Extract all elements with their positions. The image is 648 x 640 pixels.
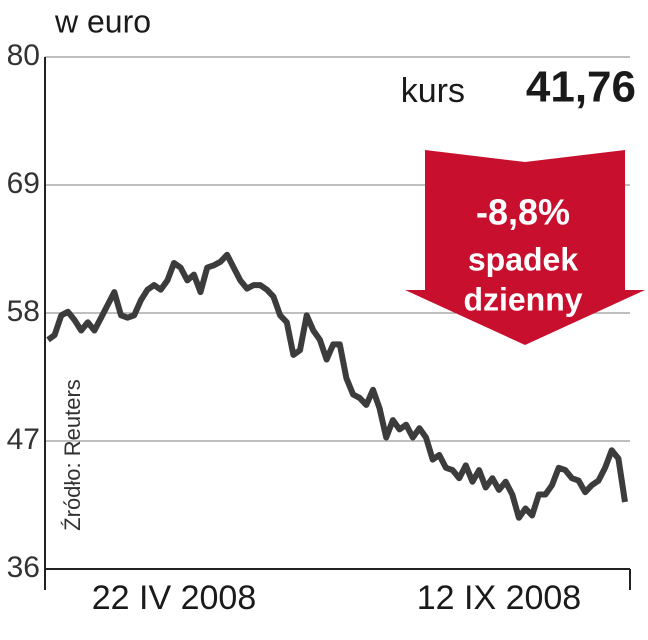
change-label: spadek — [468, 241, 578, 277]
x-tick-label: 12 IX 2008 — [417, 579, 581, 617]
price-line — [46, 251, 628, 521]
x-tick-label: 22 IV 2008 — [92, 579, 256, 617]
y-tick-label: 80 — [7, 39, 40, 72]
chart-title: w euro — [54, 3, 151, 39]
y-tick-label: 47 — [7, 423, 40, 456]
source-note: Źródło: Reuters — [60, 379, 85, 531]
change-arrow — [405, 150, 645, 345]
change-value: -8,8% — [476, 192, 570, 233]
change-label: dzienny — [463, 281, 582, 317]
y-tick-label: 36 — [7, 551, 40, 584]
y-tick-label: 69 — [7, 167, 40, 200]
price-label: kurs — [401, 72, 465, 110]
price-value: 41,76 — [526, 63, 636, 112]
y-tick-label: 58 — [7, 295, 40, 328]
